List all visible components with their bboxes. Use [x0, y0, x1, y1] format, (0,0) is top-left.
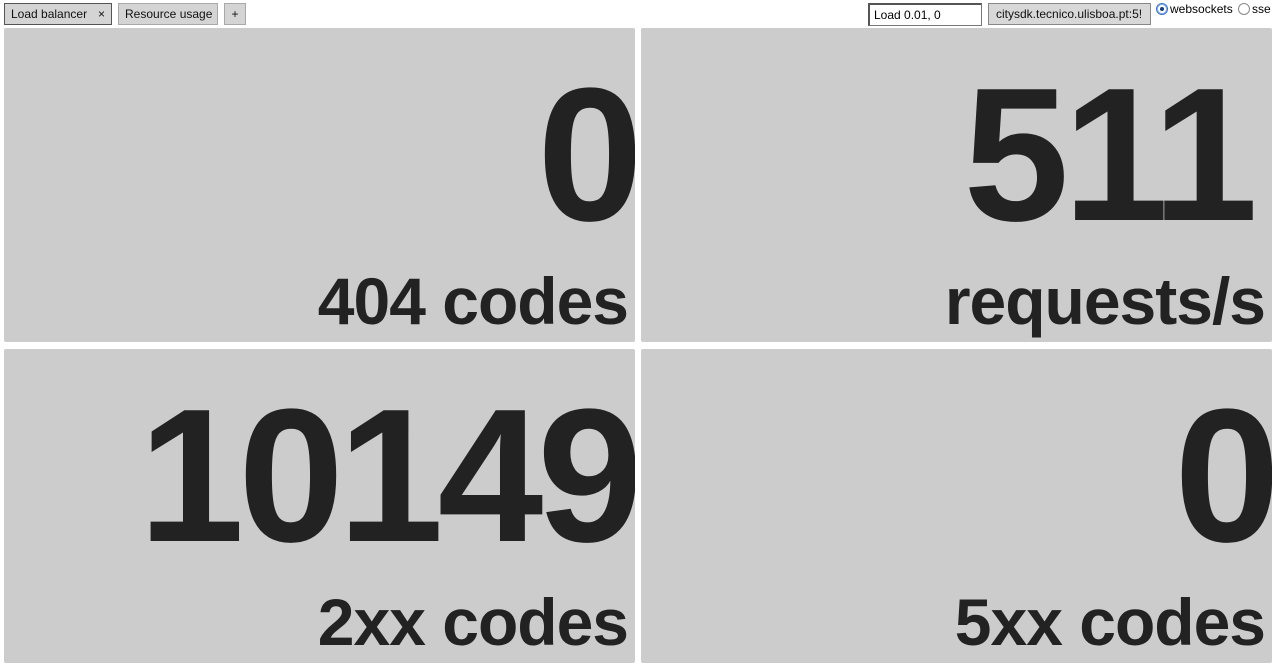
websockets-label: websockets	[1170, 2, 1233, 16]
panel-value: 0	[1174, 370, 1272, 582]
websockets-radio[interactable]	[1156, 3, 1168, 15]
panel-label: 5xx codes	[954, 585, 1266, 659]
tab-load-balancer[interactable]: Load balancer ×	[4, 3, 112, 25]
transport-selector: websockets sse	[1156, 1, 1273, 19]
panel-404-codes: 0 404 codes	[4, 28, 635, 342]
load-input[interactable]	[868, 3, 982, 26]
panel-requests-per-second: 511 requests/s	[641, 28, 1272, 342]
panel-label: 2xx codes	[317, 585, 629, 659]
panel-value: 10149	[138, 370, 635, 582]
panel-label: requests/s	[944, 264, 1266, 338]
sse-label: sse	[1252, 2, 1271, 16]
panel-5xx-codes: 0 5xx codes	[641, 349, 1272, 663]
toolbar: Load balancer × Resource usage + citysdk…	[0, 0, 1275, 28]
tab-label: Resource usage	[125, 7, 213, 21]
close-icon[interactable]: ×	[97, 7, 105, 21]
sse-radio[interactable]	[1238, 3, 1251, 15]
tab-label: Load balancer	[11, 7, 88, 21]
panel-label: 404 codes	[317, 264, 629, 338]
plus-icon: +	[231, 7, 239, 21]
panel-value: 0	[537, 49, 635, 261]
panel-2xx-codes: 10149 2xx codes	[4, 349, 635, 663]
tab-resource-usage[interactable]: Resource usage	[118, 3, 218, 25]
host-button[interactable]: citysdk.tecnico.ulisboa.pt:5!	[988, 3, 1151, 25]
add-tab-button[interactable]: +	[224, 3, 246, 25]
panel-value: 511	[963, 49, 1258, 261]
